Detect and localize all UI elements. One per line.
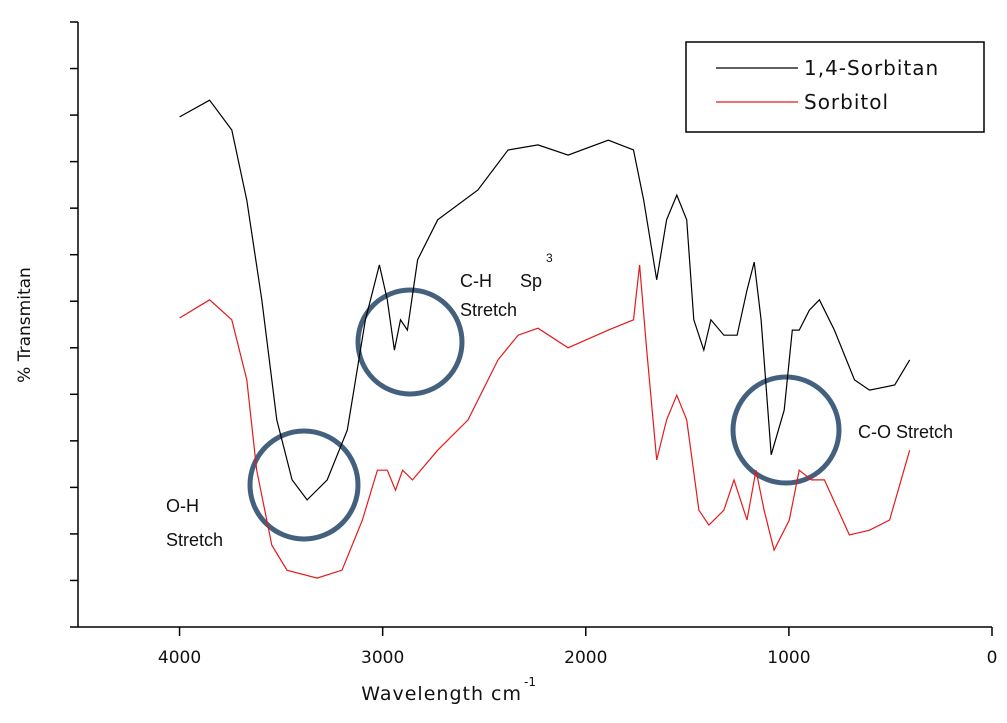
x-tick-label: 3000 bbox=[361, 648, 404, 668]
annotation: 3 bbox=[546, 251, 553, 265]
annotation: C-H bbox=[460, 271, 492, 291]
x-tick-label: 1000 bbox=[767, 648, 810, 668]
x-axis-label-superscript: -1 bbox=[524, 675, 536, 689]
page: {"chart_data": { "type": "line", "x_labe… bbox=[0, 0, 1007, 723]
series-line bbox=[180, 100, 910, 500]
annotation: O-H bbox=[166, 496, 199, 516]
highlight-circle bbox=[358, 290, 462, 394]
highlight-circle bbox=[250, 431, 358, 539]
y-axis-label: % Transmitan bbox=[15, 267, 35, 383]
legend-label: Sorbitol bbox=[804, 90, 889, 114]
x-tick-label: 2000 bbox=[564, 648, 607, 668]
annotation: C-O Stretch bbox=[858, 422, 953, 442]
legend-label: 1,4-Sorbitan bbox=[804, 56, 939, 80]
chart: % Transmitan Wavelength cm -1 4000 3000 20… bbox=[0, 0, 1007, 723]
annotation: Stretch bbox=[166, 530, 223, 550]
x-axis-label: Wavelength cm bbox=[361, 683, 522, 705]
x-tick-label: 0 bbox=[987, 648, 998, 668]
series-line bbox=[180, 265, 910, 578]
annotation: Sp bbox=[520, 271, 542, 291]
x-tick-label: 4000 bbox=[158, 648, 201, 668]
annotation: Stretch bbox=[460, 300, 517, 320]
